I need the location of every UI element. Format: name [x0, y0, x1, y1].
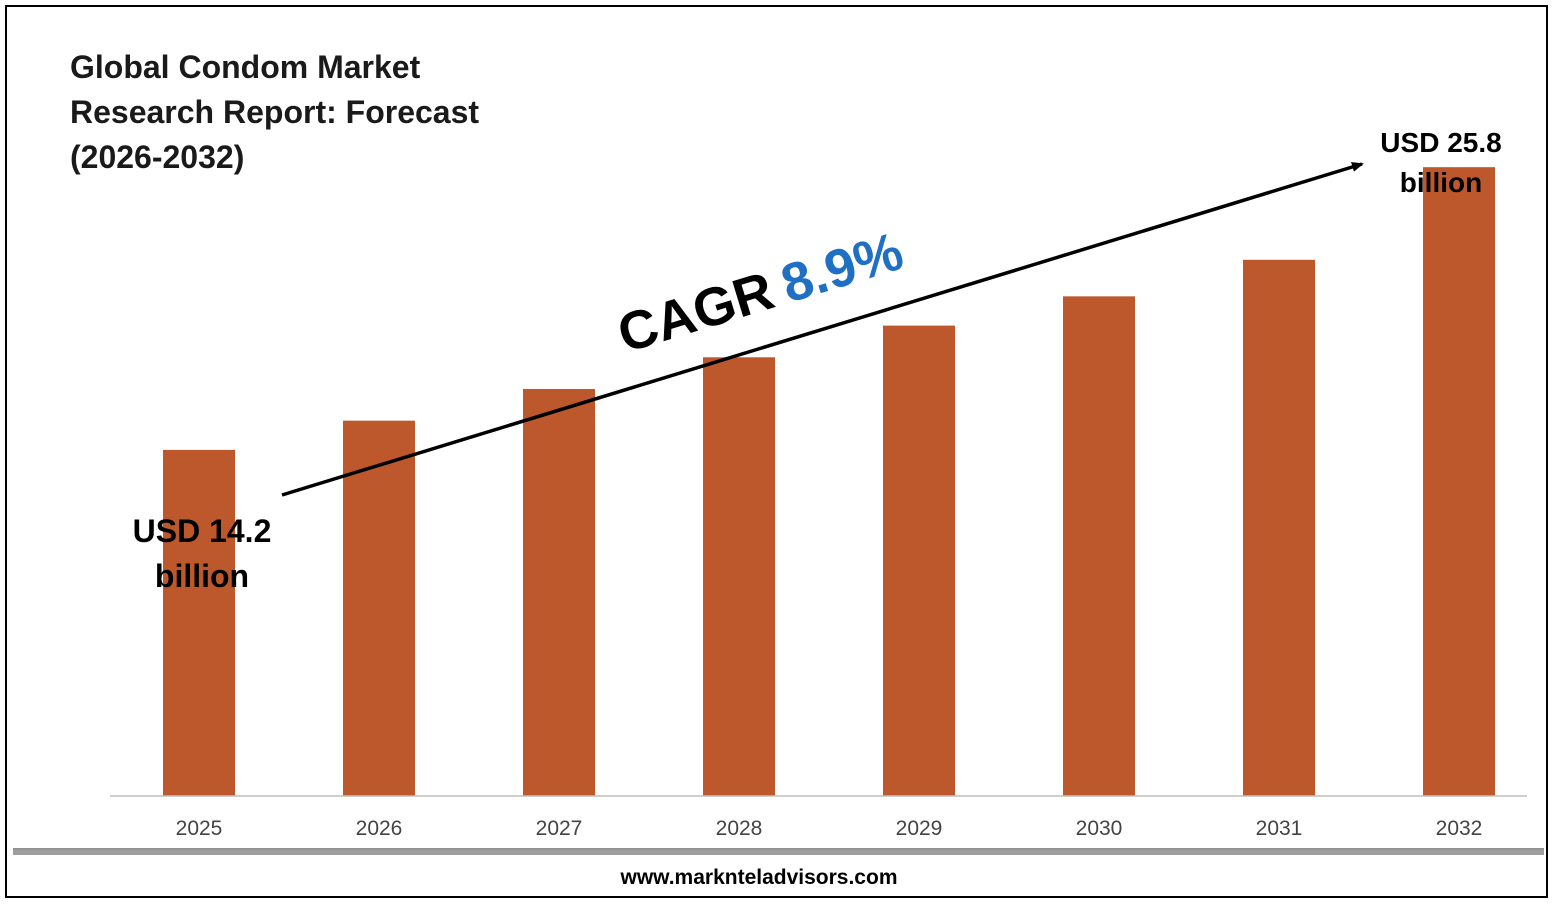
bar-2032 — [1423, 167, 1495, 796]
chart-title: Global Condom Market Research Report: Fo… — [70, 49, 479, 175]
end-value-line-2: billion — [1400, 167, 1482, 198]
x-tick-label-2026: 2026 — [356, 817, 403, 840]
x-tick-label-2032: 2032 — [1436, 817, 1483, 840]
x-tick-label-2030: 2030 — [1076, 817, 1123, 840]
start-value-line-1: USD 14.2 — [133, 513, 272, 549]
start-value-line-2: billion — [155, 558, 249, 594]
end-value-annotation: USD 25.8 billion — [1380, 127, 1501, 198]
bar-2029 — [883, 325, 955, 796]
title-line-1: Global Condom Market — [70, 49, 421, 85]
bars-group — [163, 167, 1495, 796]
x-tick-labels: 2025 2026 2027 2028 2029 2030 2031 2032 — [176, 817, 1483, 840]
footer-url: www.marknteladvisors.com — [620, 866, 898, 889]
x-tick-label-2028: 2028 — [716, 817, 763, 840]
x-tick-label-2025: 2025 — [176, 817, 223, 840]
cagr-value: 8.9% — [774, 221, 909, 314]
end-value-line-1: USD 25.8 — [1380, 127, 1501, 158]
bar-2030 — [1063, 296, 1135, 796]
title-line-3: (2026-2032) — [70, 139, 244, 175]
title-line-2: Research Report: Forecast — [70, 94, 479, 130]
chart-frame: Global Condom Market Research Report: Fo… — [5, 5, 1548, 898]
footer-separator-shadow — [13, 850, 1544, 855]
x-tick-label-2029: 2029 — [896, 817, 943, 840]
bar-chart: Global Condom Market Research Report: Fo… — [13, 49, 1544, 889]
cagr-trend-arrow — [281, 162, 1364, 497]
bar-2025 — [163, 449, 235, 796]
cagr-label: CAGR8.9% — [611, 221, 910, 364]
bar-2026 — [343, 420, 415, 796]
start-value-annotation: USD 14.2 billion — [133, 513, 272, 594]
bar-2028 — [703, 357, 775, 796]
x-tick-label-2031: 2031 — [1256, 817, 1303, 840]
x-tick-label-2027: 2027 — [536, 817, 583, 840]
bar-2031 — [1243, 259, 1315, 796]
bar-2027 — [523, 388, 595, 796]
